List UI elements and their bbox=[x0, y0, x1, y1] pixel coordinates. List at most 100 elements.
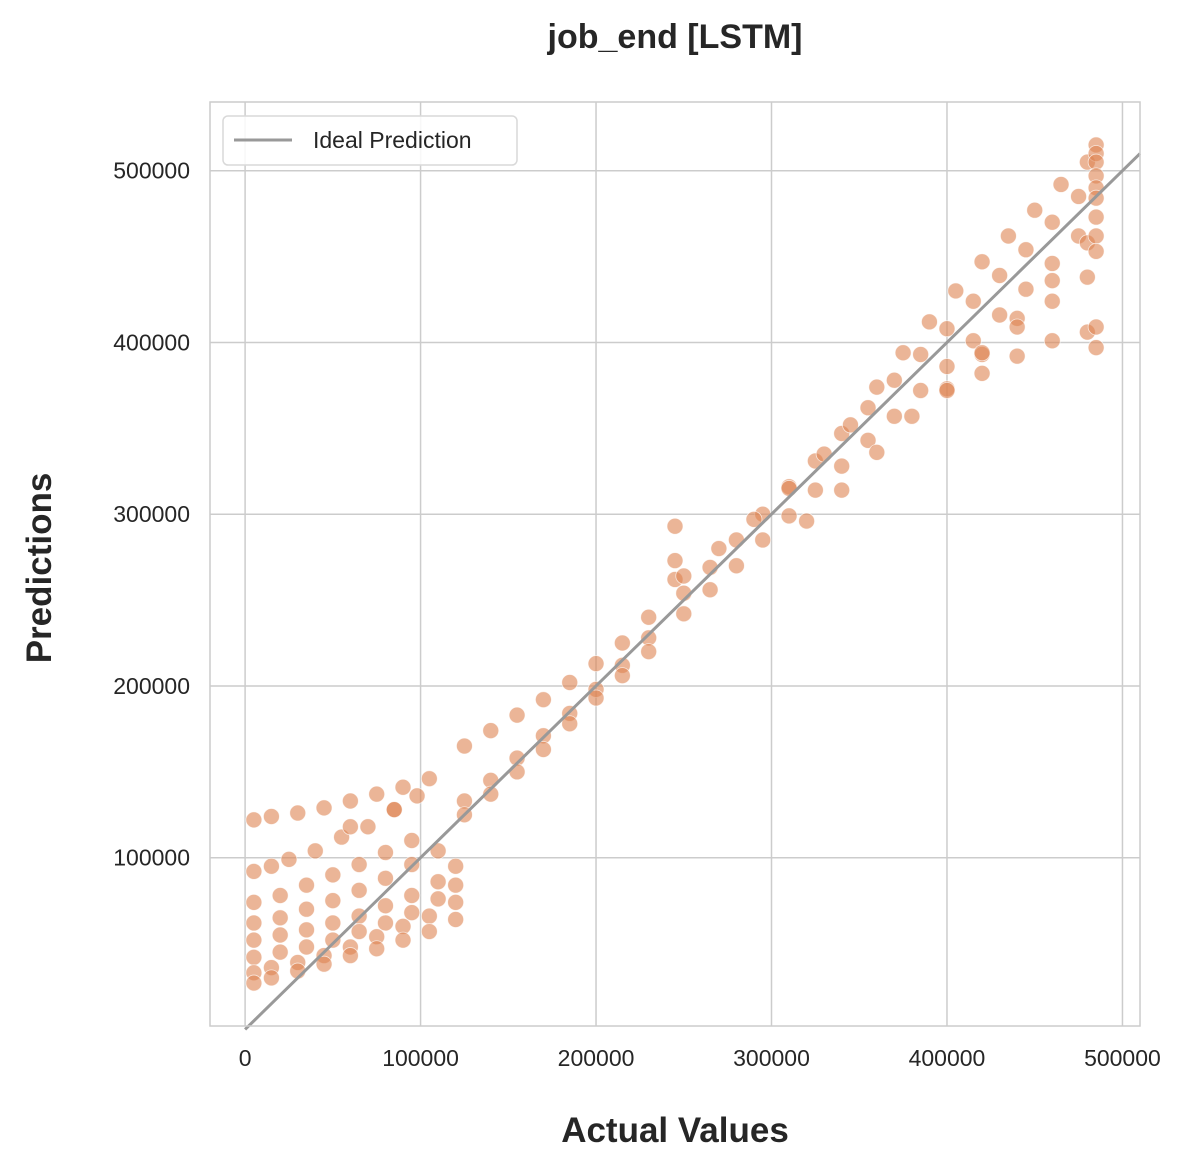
data-point bbox=[447, 911, 465, 928]
x-tick-label: 0 bbox=[239, 1045, 252, 1071]
y-tick-label: 400000 bbox=[113, 329, 190, 355]
data-point bbox=[245, 914, 263, 932]
x-tick-label: 300000 bbox=[733, 1045, 810, 1071]
data-point bbox=[938, 382, 956, 399]
data-point bbox=[377, 869, 394, 887]
x-tick-label: 500000 bbox=[1084, 1045, 1161, 1071]
data-point bbox=[842, 416, 859, 434]
data-point bbox=[780, 480, 798, 497]
data-point bbox=[482, 785, 500, 803]
data-point bbox=[912, 346, 930, 363]
data-point bbox=[666, 517, 684, 535]
x-axis-label: Actual Values bbox=[561, 1111, 789, 1150]
data-point bbox=[420, 770, 438, 788]
grid-lines bbox=[210, 102, 1140, 1026]
data-point bbox=[420, 907, 438, 925]
data-point bbox=[1008, 318, 1026, 336]
data-point bbox=[868, 443, 886, 461]
data-point bbox=[991, 306, 1009, 324]
data-point bbox=[973, 253, 991, 271]
data-point bbox=[728, 531, 745, 549]
data-point bbox=[859, 431, 877, 449]
data-point bbox=[1017, 280, 1035, 298]
data-point bbox=[1087, 318, 1105, 336]
data-point bbox=[964, 332, 982, 350]
data-point bbox=[859, 399, 877, 417]
data-point bbox=[377, 844, 394, 861]
data-point bbox=[456, 737, 473, 755]
data-point bbox=[394, 778, 412, 796]
data-point bbox=[508, 763, 526, 781]
data-point bbox=[315, 955, 333, 973]
y-tick-label: 500000 bbox=[113, 158, 190, 184]
data-point bbox=[298, 876, 315, 894]
data-point bbox=[973, 344, 991, 362]
data-point bbox=[1070, 188, 1087, 205]
x-tick-label: 100000 bbox=[382, 1045, 459, 1071]
data-point bbox=[947, 282, 965, 300]
data-point bbox=[1087, 339, 1105, 356]
data-point bbox=[587, 689, 605, 707]
data-point bbox=[359, 818, 377, 836]
data-point bbox=[806, 481, 824, 499]
data-point bbox=[245, 974, 263, 992]
legend-box bbox=[222, 115, 518, 166]
data-point bbox=[368, 785, 386, 803]
data-point bbox=[403, 904, 421, 922]
y-axis-ticks: 100000 200000 300000 400000 500000 bbox=[113, 158, 190, 871]
data-point bbox=[921, 313, 938, 331]
data-point bbox=[728, 557, 745, 575]
data-point bbox=[999, 227, 1017, 245]
data-point bbox=[245, 863, 263, 880]
data-point bbox=[408, 787, 426, 805]
legend: Ideal Prediction bbox=[222, 115, 518, 166]
data-point bbox=[534, 741, 552, 758]
data-point bbox=[1078, 268, 1096, 286]
data-point bbox=[245, 931, 263, 949]
data-point bbox=[675, 605, 693, 623]
data-point bbox=[1087, 208, 1105, 226]
data-point bbox=[640, 608, 658, 626]
data-point bbox=[429, 890, 447, 908]
data-point bbox=[324, 866, 342, 884]
data-point bbox=[341, 818, 359, 836]
data-point bbox=[745, 510, 763, 528]
data-point bbox=[894, 344, 912, 362]
data-point bbox=[447, 876, 465, 894]
data-point bbox=[1017, 241, 1035, 259]
data-point bbox=[587, 655, 605, 673]
data-point bbox=[315, 799, 333, 817]
data-point bbox=[561, 715, 579, 733]
data-point bbox=[482, 722, 500, 739]
data-point bbox=[350, 881, 368, 899]
data-point bbox=[420, 923, 438, 940]
data-point bbox=[903, 407, 921, 425]
data-point bbox=[1043, 213, 1061, 231]
data-point bbox=[394, 931, 412, 949]
data-point bbox=[271, 909, 289, 927]
data-point bbox=[324, 931, 342, 949]
data-point bbox=[298, 938, 315, 956]
data-point bbox=[271, 926, 289, 944]
data-point bbox=[701, 581, 719, 599]
data-point bbox=[289, 804, 307, 822]
data-point bbox=[1087, 227, 1105, 245]
data-point bbox=[833, 481, 851, 499]
data-point bbox=[377, 897, 394, 915]
data-point bbox=[403, 832, 421, 849]
data-point bbox=[245, 948, 263, 966]
x-tick-label: 400000 bbox=[909, 1045, 986, 1071]
data-point bbox=[1043, 255, 1061, 272]
data-point bbox=[447, 893, 465, 911]
data-points bbox=[245, 136, 1105, 992]
data-point bbox=[298, 921, 315, 939]
data-point bbox=[271, 943, 289, 961]
data-point bbox=[263, 857, 280, 875]
data-point bbox=[912, 382, 930, 399]
y-axis-label: Predictions bbox=[20, 473, 59, 664]
data-point bbox=[350, 856, 368, 873]
data-point bbox=[350, 923, 368, 940]
data-point bbox=[324, 914, 342, 932]
data-point bbox=[973, 364, 991, 382]
data-point bbox=[385, 801, 403, 818]
